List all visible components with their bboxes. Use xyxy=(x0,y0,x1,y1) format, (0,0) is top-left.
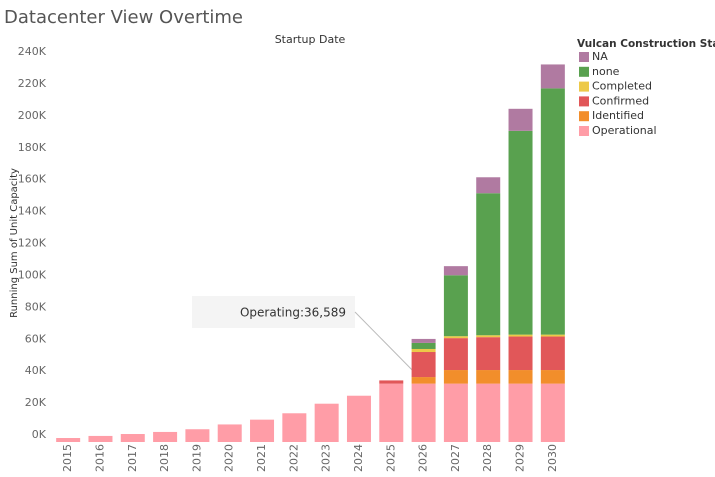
x-tick-label: 2029 xyxy=(514,444,527,472)
legend-label: Identified xyxy=(592,109,644,122)
bar-segment xyxy=(443,338,468,371)
bar-segment xyxy=(443,336,468,339)
bar-segment xyxy=(411,383,436,442)
bar-segment xyxy=(411,352,436,378)
legend-label: Operational xyxy=(592,124,657,137)
legend-swatch xyxy=(579,111,589,122)
x-tick-label: 2019 xyxy=(190,444,203,472)
bar-segment xyxy=(476,335,501,338)
y-tick-label: 60K xyxy=(25,332,47,345)
bar-segment xyxy=(508,108,533,131)
tooltip-text: Operating:36,589 xyxy=(240,306,346,320)
bar-segment xyxy=(443,266,468,276)
bar-segment xyxy=(185,429,210,442)
y-tick-label: 20K xyxy=(25,396,47,409)
x-tick-label: 2024 xyxy=(352,444,365,472)
x-tick-label: 2018 xyxy=(158,444,171,472)
legend-swatch xyxy=(579,66,589,77)
y-tick-label: 180K xyxy=(18,141,47,154)
y-tick-label: 200K xyxy=(18,109,47,122)
legend-label: NA xyxy=(592,50,608,63)
bar-segment xyxy=(476,177,501,194)
bar-segment xyxy=(540,336,565,371)
legend-label: Completed xyxy=(592,80,652,93)
bar-segment xyxy=(540,334,565,337)
x-tick-label: 2026 xyxy=(417,444,430,472)
bar-segment xyxy=(56,438,81,442)
bar-segment xyxy=(411,348,436,353)
bar-segment xyxy=(314,403,339,442)
x-tick-label: 2028 xyxy=(481,444,494,472)
x-tick-label: 2020 xyxy=(223,444,236,472)
bar-segment xyxy=(282,413,307,442)
bar-segment xyxy=(217,424,242,442)
bar-segment xyxy=(540,88,565,335)
legend-swatch xyxy=(579,126,589,136)
x-tick-label: 2027 xyxy=(449,444,462,472)
bar-segment xyxy=(411,338,436,343)
bar-segment xyxy=(476,337,501,371)
y-axis-label: Running Sum of Unit Capacity xyxy=(9,168,20,318)
chart-title: Datacenter View Overtime xyxy=(4,7,243,28)
bar-segment xyxy=(153,431,178,442)
legend-swatch xyxy=(579,96,589,107)
y-tick-label: 0K xyxy=(32,428,47,441)
y-tick-label: 120K xyxy=(18,237,47,250)
bar-segment xyxy=(508,130,533,335)
column-header: Startup Date xyxy=(275,33,346,46)
x-tick-label: 2021 xyxy=(255,444,268,472)
x-tick-label: 2022 xyxy=(287,444,300,472)
x-tick-label: 2015 xyxy=(61,444,74,472)
bar-segment xyxy=(508,383,533,442)
bar-segment xyxy=(443,370,468,384)
x-tick-label: 2023 xyxy=(320,444,333,472)
bar-segment xyxy=(476,370,501,384)
legend-swatch xyxy=(579,52,589,62)
bar-segment xyxy=(476,383,501,442)
bar-segment xyxy=(508,334,533,337)
bar-segment xyxy=(540,64,565,89)
bar-segment xyxy=(346,395,371,442)
y-tick-label: 100K xyxy=(18,268,47,281)
y-tick-label: 80K xyxy=(25,300,47,313)
bar-segment xyxy=(540,383,565,442)
bar-segment xyxy=(508,370,533,384)
x-tick-label: 2016 xyxy=(93,444,106,472)
legend-swatch xyxy=(579,81,589,92)
x-tick-label: 2017 xyxy=(126,444,139,472)
bar-segment xyxy=(88,435,113,442)
bar-segment xyxy=(411,377,436,384)
tooltip-line xyxy=(354,311,423,381)
y-tick-label: 40K xyxy=(25,364,47,377)
bar-segment xyxy=(379,383,404,442)
bar-segment xyxy=(476,193,501,336)
legend-label: Confirmed xyxy=(592,94,649,107)
bar-segment xyxy=(443,275,468,337)
y-tick-label: 220K xyxy=(18,77,47,90)
tooltip: Operating:36,589 xyxy=(192,296,423,381)
bar-segment xyxy=(443,383,468,442)
bar-segment xyxy=(508,336,533,371)
legend-title: Vulcan Construction Status xyxy=(577,38,715,50)
y-tick-label: 240K xyxy=(18,45,47,58)
x-tick-label: 2025 xyxy=(384,444,397,472)
y-tick-label: 140K xyxy=(18,205,47,218)
bar-segment xyxy=(379,380,404,384)
bar-segment xyxy=(411,342,436,349)
legend-label: none xyxy=(592,65,620,78)
tooltip-box xyxy=(192,296,355,328)
bar-segment xyxy=(250,419,275,442)
y-tick-label: 160K xyxy=(18,173,47,186)
bar-segment xyxy=(540,370,565,384)
bar-segment xyxy=(120,434,145,442)
x-tick-label: 2030 xyxy=(546,444,559,472)
